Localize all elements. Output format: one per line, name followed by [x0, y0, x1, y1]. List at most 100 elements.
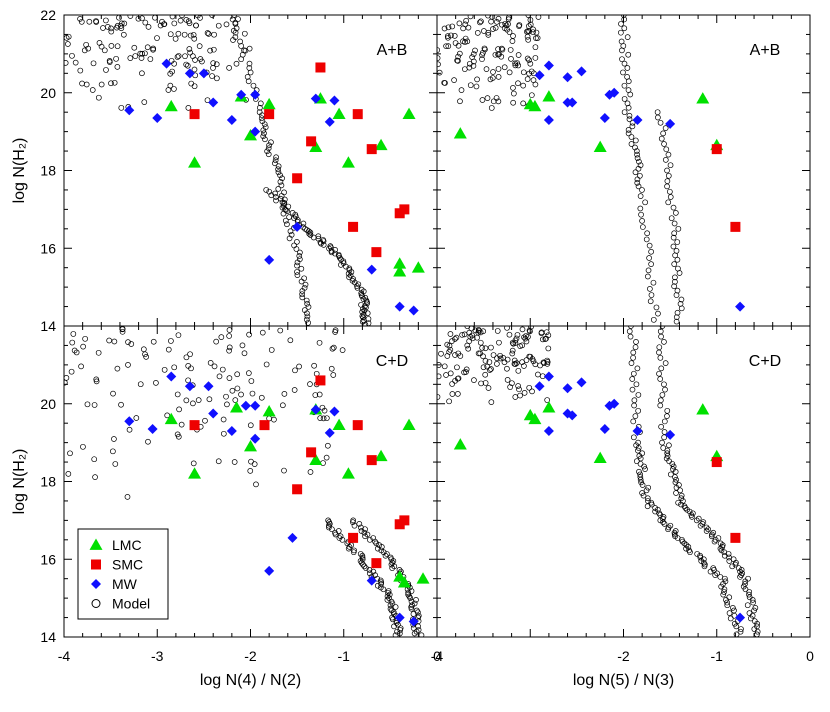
mw-point [250, 126, 261, 137]
mw-point [184, 68, 195, 79]
model-point [237, 38, 243, 45]
model-point [509, 380, 515, 387]
model-point [232, 397, 239, 403]
model-point [636, 158, 642, 165]
model-point [247, 69, 254, 76]
model-point [544, 397, 551, 403]
model-point [271, 416, 277, 423]
model-point [234, 371, 241, 378]
panel-label: A+B [377, 42, 408, 59]
model-point [619, 56, 625, 63]
model-point [205, 31, 212, 37]
model-point [370, 568, 377, 575]
model-point [171, 364, 178, 371]
x-tick-label: -2 [244, 648, 257, 664]
model-point [463, 369, 469, 375]
model-point [534, 35, 541, 41]
model-point [514, 332, 521, 338]
model-point [249, 390, 256, 397]
model-point [661, 521, 668, 527]
model-point [686, 508, 693, 515]
model-point [482, 345, 489, 352]
smc-point [292, 173, 303, 184]
model-point [253, 481, 259, 488]
model-point [662, 125, 669, 131]
model-point [185, 377, 191, 384]
model-point [447, 331, 454, 337]
model-point [485, 29, 492, 36]
model-point [666, 188, 673, 195]
model-point [624, 34, 631, 40]
lmc-point [416, 572, 430, 584]
model-point [628, 360, 635, 366]
model-point [349, 519, 356, 525]
model-point [214, 75, 220, 82]
smc-point [259, 420, 270, 431]
model-point [246, 331, 252, 338]
model-point [281, 391, 288, 397]
model-point [661, 434, 667, 441]
model-point [272, 157, 279, 164]
model-point [480, 353, 486, 360]
model-point [305, 319, 311, 326]
lmc-point [164, 99, 178, 112]
model-point [670, 463, 677, 470]
model-point [291, 215, 298, 222]
model-point [193, 22, 199, 29]
model-point [480, 364, 487, 371]
model-point [415, 627, 422, 633]
mw-point [665, 429, 676, 440]
model-point [515, 52, 522, 58]
model-point [663, 146, 670, 153]
model-point [397, 627, 404, 633]
model-point [699, 521, 706, 527]
model-point [268, 139, 274, 146]
model-point [661, 339, 667, 345]
panel-label: A+B [750, 42, 781, 59]
model-point [714, 570, 721, 577]
model-point [172, 35, 179, 42]
model-point [626, 116, 633, 123]
model-point [330, 344, 337, 351]
model-point [394, 628, 400, 635]
model-point [710, 529, 717, 536]
model-point [618, 29, 624, 36]
model-point [80, 343, 86, 350]
model-point [722, 575, 728, 582]
model-points [64, 15, 372, 326]
model-point [630, 354, 636, 361]
model-point [407, 595, 414, 601]
model-point [625, 78, 632, 85]
model-point [185, 362, 192, 369]
model-point [633, 339, 639, 345]
smc-point [399, 204, 410, 215]
model-point [389, 565, 396, 571]
model-point [660, 519, 666, 525]
mw-point [394, 301, 405, 312]
model-point [621, 96, 628, 102]
model-point [72, 59, 79, 66]
model-point [627, 91, 634, 98]
model-point [675, 225, 682, 232]
model-point [408, 588, 415, 594]
model-point [543, 329, 550, 336]
model-point [362, 526, 368, 533]
model-point [113, 55, 119, 62]
model-point [362, 533, 368, 540]
model-point [140, 346, 147, 353]
model-point [360, 314, 366, 321]
model-point [664, 183, 670, 190]
model-point [635, 407, 642, 414]
model-points [437, 326, 761, 637]
lmc-point [244, 129, 257, 141]
model-point [658, 333, 664, 340]
y-tick-label: 18 [40, 474, 56, 490]
model-point [473, 83, 480, 90]
mw-point [264, 565, 275, 576]
model-point [213, 338, 220, 345]
model-point [535, 15, 542, 20]
model-point [629, 386, 636, 393]
plot-area [64, 15, 425, 326]
model-point [656, 510, 663, 517]
model-point [655, 310, 661, 317]
